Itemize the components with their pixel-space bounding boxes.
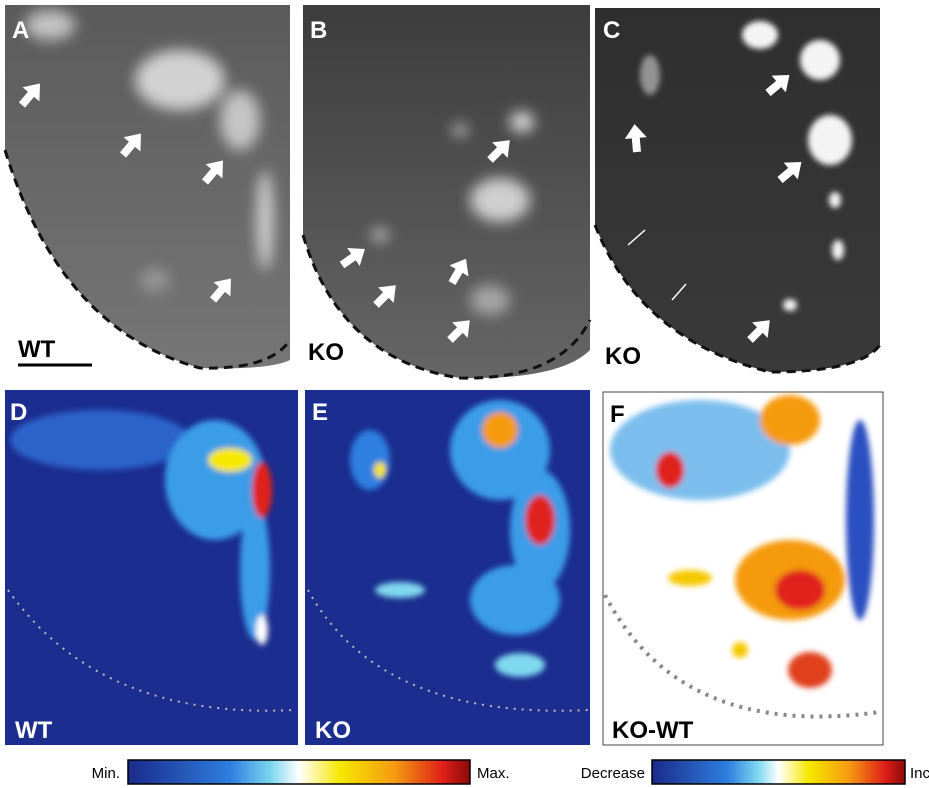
panel-label: WT [18, 336, 56, 363]
panel-letter: A [12, 17, 29, 44]
panel-e-image [305, 390, 590, 745]
panel-label: KO [315, 717, 351, 744]
panel-d-image [5, 390, 298, 745]
panel-a-image [0, 0, 300, 380]
panel-label: KO [308, 339, 344, 366]
colorbar [652, 760, 905, 784]
colorbar-label: Max. [477, 765, 510, 782]
colorbar [128, 760, 470, 784]
panel-letter: E [312, 399, 328, 426]
panel-letter: C [603, 17, 620, 44]
panel-b-image [295, 0, 595, 380]
panel-c-image [590, 0, 890, 380]
panel-letter: D [10, 399, 27, 426]
figure: A B C D E F WT KO KO WT KO KO-WT Min. Ma… [0, 0, 929, 788]
panel-letter: B [310, 17, 327, 44]
panel-letter: F [610, 401, 625, 428]
colorbar-label: Min. [92, 765, 120, 782]
colorbar-label: Decrease [581, 765, 645, 782]
panel-label: KO-WT [612, 717, 694, 744]
panel-label: WT [15, 717, 53, 744]
panel-f-image [603, 392, 883, 745]
colorbar-label: Increase [910, 765, 929, 782]
panel-label: KO [605, 343, 641, 370]
